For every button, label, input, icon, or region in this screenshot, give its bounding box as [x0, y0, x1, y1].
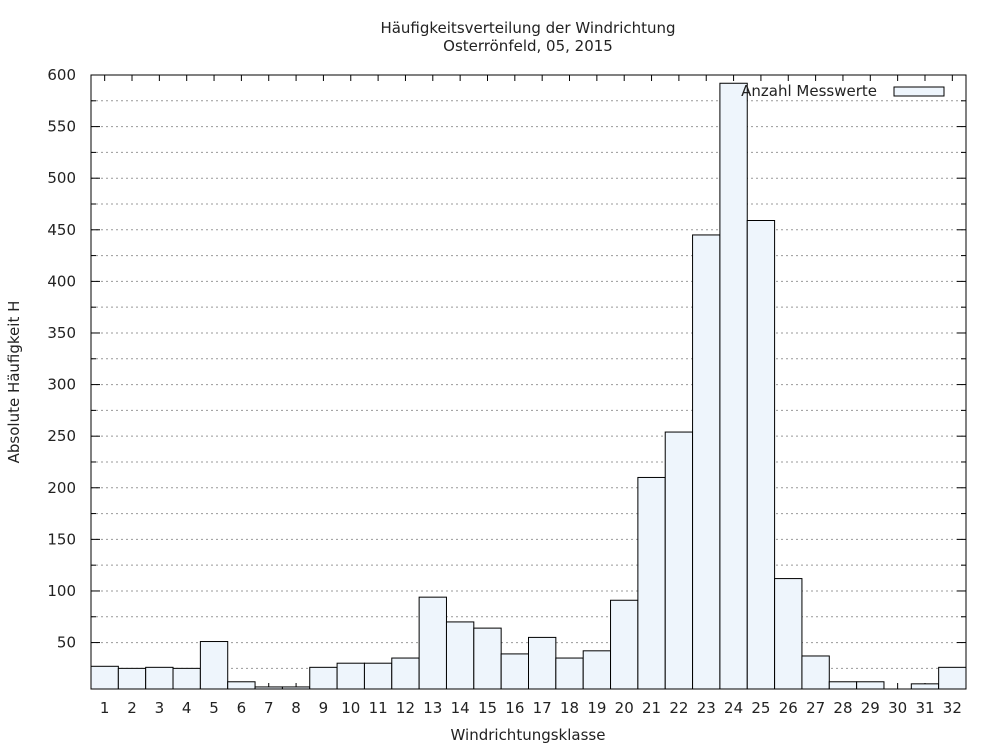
legend-label: Anzahl Messwerte — [741, 82, 877, 100]
bar — [910, 683, 940, 690]
x-tick-label: 4 — [182, 699, 192, 717]
bar — [637, 476, 666, 690]
bars — [90, 82, 967, 690]
x-tick-label: 9 — [319, 699, 329, 717]
x-tick-label: 3 — [155, 699, 165, 717]
x-tick-label: 12 — [396, 699, 415, 717]
bar — [555, 657, 584, 690]
y-tick-labels: 50 100 150 200 250 300 350 400 450 500 550 600 — [47, 66, 76, 652]
y-tick-label: 250 — [47, 427, 76, 445]
x-tick-label: 28 — [833, 699, 852, 717]
x-tick-label: 13 — [423, 699, 442, 717]
x-tick-label: 32 — [943, 699, 962, 717]
legend-swatch — [893, 86, 945, 97]
y-tick-label: 200 — [47, 479, 76, 497]
x-tick-label: 6 — [237, 699, 247, 717]
bar — [336, 662, 365, 690]
x-tick-label: 14 — [451, 699, 470, 717]
bar — [856, 681, 885, 690]
bar — [418, 596, 447, 690]
x-tick-label: 10 — [341, 699, 360, 717]
y-tick-label: 600 — [47, 66, 76, 84]
x-tick-label: 23 — [697, 699, 716, 717]
y-tick-label: 450 — [47, 221, 76, 239]
chart-title: Häufigkeitsverteilung der Windrichtung — [380, 19, 675, 37]
bar — [582, 650, 612, 690]
bar — [746, 220, 776, 690]
x-tick-label: 7 — [264, 699, 274, 717]
x-tick-label: 26 — [779, 699, 798, 717]
y-tick-label: 350 — [47, 324, 76, 342]
x-tick-label: 31 — [915, 699, 934, 717]
bar — [692, 234, 721, 690]
bar — [445, 621, 475, 690]
bar — [117, 667, 147, 690]
x-axis-label: Windrichtungsklasse — [451, 726, 606, 744]
y-tick-marks — [91, 74, 966, 689]
bar — [309, 666, 338, 690]
x-tick-label: 2 — [127, 699, 137, 717]
x-tick-label: 15 — [478, 699, 497, 717]
x-tick-label: 27 — [806, 699, 825, 717]
y-tick-label: 400 — [47, 272, 76, 290]
x-tick-label: 19 — [587, 699, 606, 717]
bar — [391, 657, 420, 690]
bar — [473, 627, 502, 690]
bar — [199, 641, 229, 690]
bar — [528, 636, 557, 690]
bar — [145, 666, 174, 690]
grid-lines — [91, 100, 966, 669]
x-tick-label: 30 — [888, 699, 907, 717]
bar — [664, 431, 694, 690]
y-tick-label: 150 — [47, 530, 76, 548]
y-tick-label: 500 — [47, 169, 76, 187]
y-axis-label: Absolute Häufigkeit H — [5, 301, 23, 464]
bar — [500, 653, 529, 690]
y-tick-label: 100 — [47, 582, 76, 600]
y-tick-label: 550 — [47, 118, 76, 136]
x-tick-label: 16 — [505, 699, 524, 717]
bar — [774, 578, 803, 690]
bar — [363, 662, 393, 690]
bar — [90, 665, 119, 690]
bar — [719, 82, 748, 690]
x-tick-label: 20 — [615, 699, 634, 717]
x-tick-label: 18 — [560, 699, 579, 717]
x-tick-label: 22 — [669, 699, 688, 717]
bar — [801, 655, 830, 690]
x-tick-label: 8 — [291, 699, 301, 717]
y-tick-label: 300 — [47, 376, 76, 394]
plot-frame — [90, 74, 967, 690]
x-tick-label: 21 — [642, 699, 661, 717]
x-tick-label: 24 — [724, 699, 743, 717]
bar — [938, 666, 967, 690]
bar — [227, 681, 256, 690]
bar — [610, 599, 639, 690]
x-tick-label: 11 — [369, 699, 388, 717]
bar — [828, 681, 858, 690]
legend: Anzahl Messwerte — [741, 82, 945, 100]
x-tick-label: 17 — [533, 699, 552, 717]
x-tick-labels: 1 2 3 4 5 6 7 8 9 10 11 12 13 14 15 16 17 18 19 20 21 22 23 24 2… — [100, 699, 962, 717]
chart-subtitle: Osterrönfeld, 05, 2015 — [443, 37, 613, 55]
x-tick-label: 25 — [751, 699, 770, 717]
x-tick-label: 1 — [100, 699, 110, 717]
x-tick-label: 29 — [861, 699, 880, 717]
x-tick-label: 5 — [209, 699, 219, 717]
bar — [172, 667, 201, 690]
y-tick-label: 50 — [57, 634, 76, 652]
